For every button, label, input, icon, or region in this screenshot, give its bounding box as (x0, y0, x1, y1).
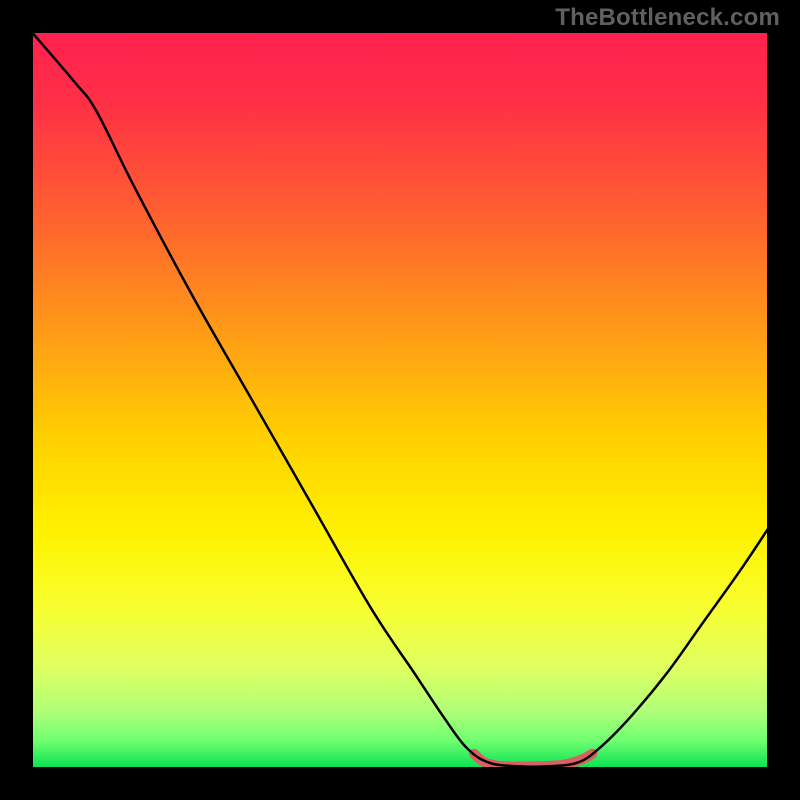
chart-frame: { "watermark": { "text": "TheBottleneck.… (0, 0, 800, 800)
bottleneck-chart (0, 0, 800, 800)
chart-background (30, 30, 770, 770)
watermark-label: TheBottleneck.com (555, 4, 780, 32)
